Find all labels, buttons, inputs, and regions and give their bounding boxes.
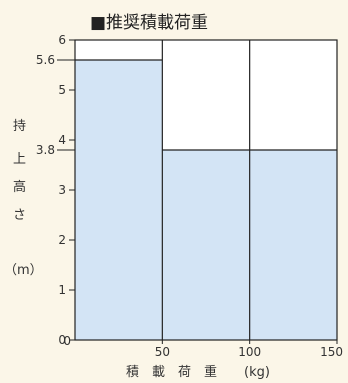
x-axis-label: 積 載 荷 重 <box>126 364 217 380</box>
marker-tick-label: 5.6 <box>36 53 55 67</box>
y-ticks: 0 1 2 3 4 5 65.6 3.8 <box>36 33 75 347</box>
y-tick-label: 5 <box>58 83 66 97</box>
x-tick-label: 150 <box>320 345 343 359</box>
grid-layer <box>161 40 251 340</box>
bar-0 <box>75 60 163 340</box>
y-tick-label: 2 <box>58 233 66 247</box>
y-axis-unit: （m） <box>4 263 43 278</box>
y-axis-label-char: 上 <box>13 152 26 167</box>
x-tick-label: 50 <box>155 345 170 359</box>
y-tick-label: 1 <box>58 283 66 297</box>
y-axis-label-char: 高 <box>13 179 26 195</box>
y-axis-label-char: 持 <box>13 119 26 134</box>
x-origin-label: 0 <box>63 334 71 348</box>
x-axis-unit: (kg) <box>244 365 270 380</box>
y-axis-label-char: さ <box>13 208 26 223</box>
marker-tick-label: 3.8 <box>36 143 55 157</box>
y-tick-label: 3 <box>58 183 66 197</box>
y-tick-label: 6 <box>58 33 66 47</box>
y-tick-label: 0 <box>58 333 66 347</box>
x-ticks: 0 50 100 150 <box>63 334 343 359</box>
y-tick-label: 4 <box>58 133 66 147</box>
chart-title: ■推奨積載荷重 <box>90 13 208 33</box>
x-tick-label: 100 <box>238 345 261 359</box>
